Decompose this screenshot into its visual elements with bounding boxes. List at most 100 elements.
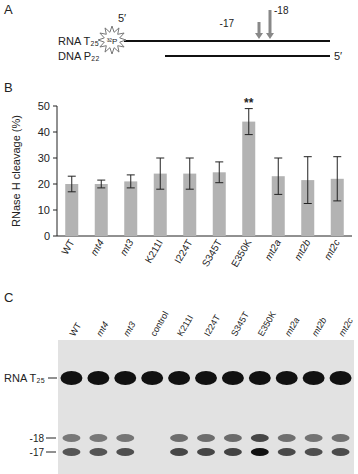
error-stem: [307, 157, 308, 204]
y-tick-label: 30: [38, 152, 50, 164]
error-cap: [156, 158, 164, 159]
error-stem: [248, 109, 249, 135]
error-cap: [186, 158, 194, 159]
error-cap: [68, 176, 76, 177]
error-bar: [245, 109, 253, 135]
error-cap: [127, 174, 135, 175]
error-bar: [304, 157, 312, 204]
product-band: [197, 448, 215, 456]
y-tick-label: 40: [38, 126, 50, 138]
site-label: -17: [220, 18, 235, 29]
lane-label: mt2b: [310, 316, 329, 338]
lane-label: E350K: [256, 310, 278, 338]
y-tick-label: 20: [38, 178, 50, 190]
site-arrow: [269, 10, 272, 34]
y-axis: [57, 106, 58, 236]
lane-label: WT: [68, 320, 84, 338]
label-dash: [46, 452, 56, 453]
bar: [95, 184, 108, 236]
error-bar: [68, 176, 76, 192]
dna-strand: [165, 55, 330, 57]
figure: A B C RNA T₂₅ DNA P₂₂ ³²P 5′ 5′ -17 -18 0 10 20 30 40 5…: [0, 0, 358, 474]
substrate-band: [330, 371, 352, 385]
product-band: [251, 434, 269, 442]
product-label: -18: [30, 433, 45, 444]
label-dash: [48, 378, 57, 379]
substrate-band: [87, 371, 109, 385]
x-tick-label: mt4: [88, 237, 106, 257]
substrate-band: [141, 371, 163, 385]
product-band: [116, 448, 134, 456]
error-bar: [215, 162, 223, 183]
x-tick-label: K211I: [143, 238, 165, 265]
error-cap: [333, 156, 341, 157]
panel-letter: B: [4, 80, 13, 95]
site-arrowhead: [255, 33, 263, 39]
y-tick-label: 0: [44, 230, 50, 242]
error-stem: [219, 162, 220, 183]
error-cap: [304, 203, 312, 204]
error-cap: [274, 194, 282, 195]
error-stem: [130, 175, 131, 188]
product-band: [89, 448, 107, 456]
product-band: [62, 434, 80, 442]
site-arrow: [258, 22, 261, 34]
product-band: [278, 434, 296, 442]
label-star: [98, 26, 126, 54]
error-bar: [97, 180, 105, 188]
error-stem: [71, 176, 72, 192]
lane-label: S345T: [229, 310, 251, 338]
error-stem: [189, 158, 190, 189]
y-tick-label: 10: [38, 204, 50, 216]
lane-label: mt3: [121, 320, 137, 338]
x-tick-label: E350K: [229, 237, 254, 269]
isotope: ³²P: [107, 37, 118, 46]
rna-label: RNA T₂₅: [58, 35, 99, 47]
product-label: -17: [30, 447, 45, 458]
y-tick: [53, 236, 57, 237]
substrate-band: [222, 371, 244, 385]
y-tick: [53, 158, 57, 159]
x-tick-label: mt2a: [262, 237, 283, 262]
five-prime-dna: 5′: [334, 50, 342, 62]
site-arrowhead: [266, 33, 274, 39]
x-tick-label: mt2c: [322, 238, 342, 262]
substrate-band: [114, 371, 136, 385]
lane-label: control: [148, 310, 170, 338]
error-bar: [186, 158, 194, 189]
error-cap: [274, 158, 282, 159]
product-band: [224, 434, 242, 442]
lane-label: mt2c: [337, 316, 356, 338]
x-tick-label: S345T: [200, 238, 224, 269]
substrate-band: [249, 371, 271, 385]
five-prime-rna: 5′: [118, 12, 126, 24]
lane-label: I224T: [202, 313, 222, 338]
error-stem: [278, 158, 279, 194]
error-stem: [160, 158, 161, 189]
substrate-band: [303, 371, 325, 385]
lane-label: mt2a: [283, 316, 302, 338]
gel-background: [58, 340, 354, 474]
substrate-band: [60, 371, 82, 385]
y-tick: [53, 184, 57, 185]
product-band: [305, 434, 323, 442]
error-bar: [274, 158, 282, 194]
error-bar: [333, 157, 341, 201]
error-cap: [245, 134, 253, 135]
error-stem: [337, 157, 338, 201]
substrate-band: [195, 371, 217, 385]
panel-letter: C: [4, 290, 13, 305]
panel-letter: A: [4, 2, 13, 17]
label-dash: [46, 438, 56, 439]
substrate-band: [168, 371, 190, 385]
error-cap: [333, 200, 341, 201]
x-tick-label: WT: [59, 238, 76, 257]
substrate-label: RNA T₂₅: [4, 372, 45, 384]
plot-area: [65, 109, 344, 236]
x-tick-label: I224T: [172, 238, 194, 266]
dna-label: DNA P₂₂: [58, 50, 100, 62]
substrate-band: [276, 371, 298, 385]
product-band: [62, 448, 80, 456]
error-cap: [156, 189, 164, 190]
y-tick-label: 50: [38, 100, 50, 112]
